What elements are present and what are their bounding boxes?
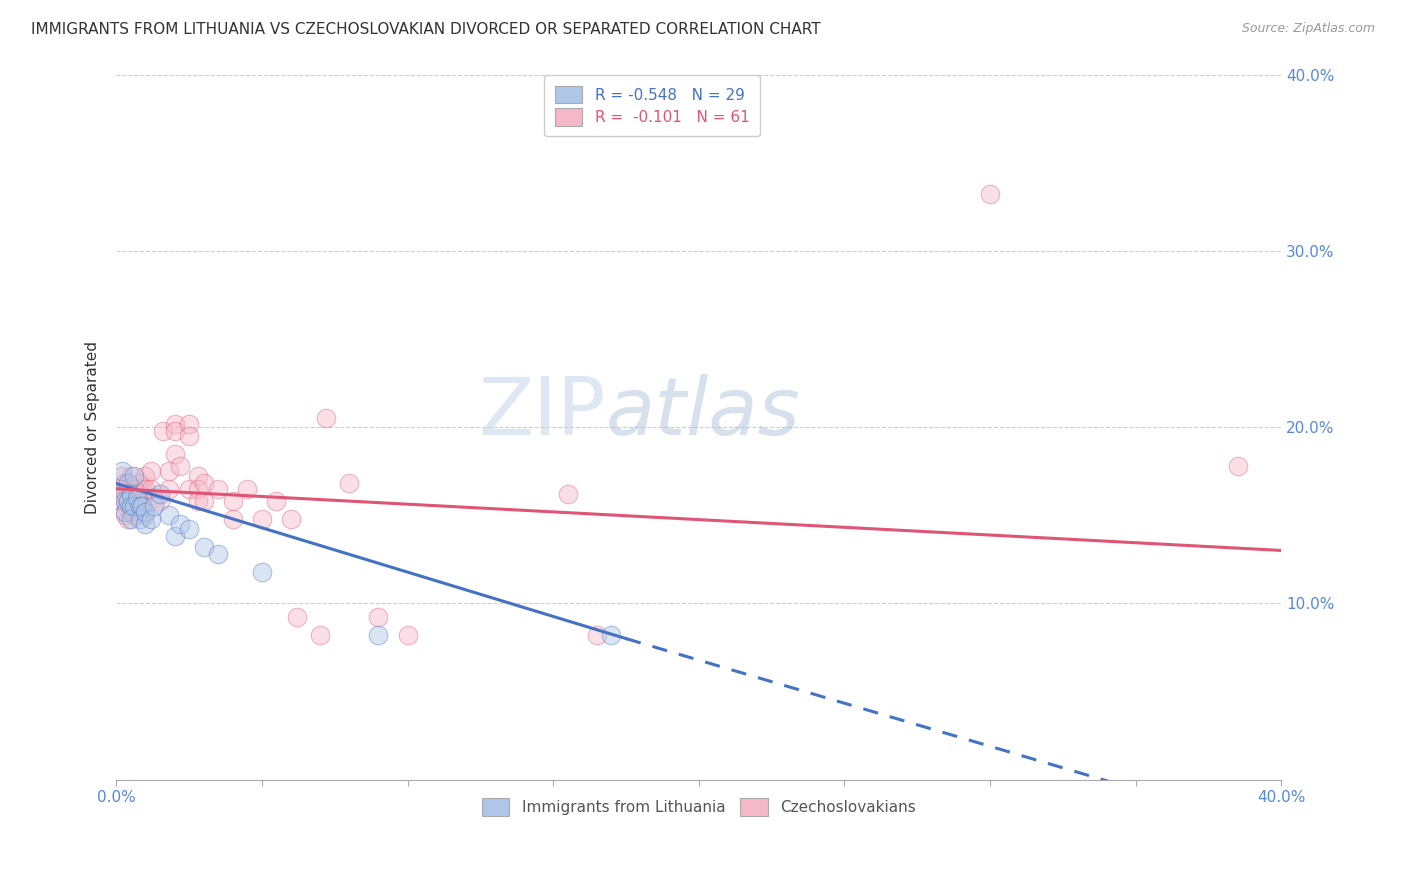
Point [285,610,308,624]
Point [120,469,142,483]
Point [187,482,209,496]
Point [108,494,131,508]
Y-axis label: Divorced or Separated: Divorced or Separated [86,341,100,514]
Point [315,411,337,425]
Point [177,417,200,431]
Text: atlas: atlas [606,374,800,452]
Point [111,469,134,483]
Point [131,482,153,496]
Point [114,505,136,519]
Point [222,494,245,508]
Point [128,512,150,526]
Point [117,494,139,508]
Point [309,628,332,642]
Point [250,565,273,579]
Point [1226,458,1249,473]
Point [177,522,200,536]
Point [207,547,229,561]
Point [120,512,142,526]
Point [120,487,142,501]
Point [117,476,139,491]
Point [128,476,150,491]
Point [114,476,136,491]
Point [557,487,579,501]
Point [122,494,145,508]
Point [149,487,172,501]
Point [111,487,134,501]
Point [114,494,136,508]
Point [149,494,172,508]
Point [143,491,166,505]
Point [396,628,419,642]
Point [979,187,1001,202]
Point [250,512,273,526]
Point [111,494,134,508]
Point [122,500,145,514]
Point [117,512,139,526]
Point [600,628,623,642]
Point [367,628,389,642]
Point [122,508,145,523]
Point [152,424,174,438]
Point [177,429,200,443]
Point [280,512,302,526]
Point [125,491,148,505]
Point [108,482,131,496]
Point [117,494,139,508]
Point [157,464,180,478]
Point [157,508,180,523]
Point [236,482,259,496]
Point [163,417,186,431]
Point [177,482,200,496]
Point [193,476,215,491]
Point [134,482,156,496]
Point [111,464,134,478]
Text: Source: ZipAtlas.com: Source: ZipAtlas.com [1241,22,1375,36]
Point [128,500,150,514]
Text: IMMIGRANTS FROM LITHUANIA VS CZECHOSLOVAKIAN DIVORCED OR SEPARATED CORRELATION C: IMMIGRANTS FROM LITHUANIA VS CZECHOSLOVA… [31,22,821,37]
Point [134,469,156,483]
Point [114,487,136,501]
Point [207,482,229,496]
Point [266,494,288,508]
Point [120,491,142,505]
Point [122,482,145,496]
Point [125,500,148,514]
Point [187,469,209,483]
Point [157,482,180,496]
Point [141,482,163,496]
Point [169,516,191,531]
Point [193,540,215,554]
Point [163,424,186,438]
Point [128,494,150,508]
Point [120,500,142,514]
Point [141,464,163,478]
Point [143,500,166,514]
Point [367,610,389,624]
Point [163,529,186,543]
Point [586,628,609,642]
Point [114,508,136,523]
Point [120,505,142,519]
Point [117,482,139,496]
Point [134,505,156,519]
Point [122,469,145,483]
Point [134,508,156,523]
Point [337,476,360,491]
Point [222,512,245,526]
Text: ZIP: ZIP [478,374,606,452]
Point [187,494,209,508]
Point [169,458,191,473]
Point [134,516,156,531]
Point [193,494,215,508]
Legend: Immigrants from Lithuania, Czechoslovakians: Immigrants from Lithuania, Czechoslovaki… [472,789,925,825]
Point [141,512,163,526]
Point [128,487,150,501]
Point [163,446,186,460]
Point [125,487,148,501]
Point [131,500,153,514]
